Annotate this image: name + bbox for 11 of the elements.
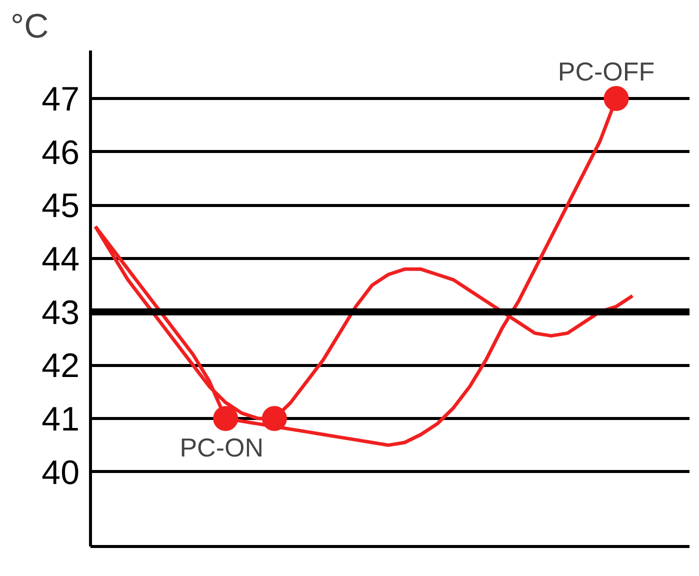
annotation: PC-ON [180, 432, 264, 462]
y-tick-label: 43 [42, 294, 80, 332]
y-tick-label: 41 [42, 400, 80, 438]
annotation: PC-OFF [558, 56, 655, 86]
y-axis-title: °C [10, 8, 49, 46]
y-tick-label: 44 [42, 240, 80, 278]
y-tick-label: 40 [42, 454, 80, 492]
y-tick-label: 45 [42, 187, 80, 226]
y-tick-label: 46 [42, 134, 80, 172]
y-tick-label: 42 [42, 347, 80, 386]
y-tick-label: 47 [42, 80, 80, 118]
